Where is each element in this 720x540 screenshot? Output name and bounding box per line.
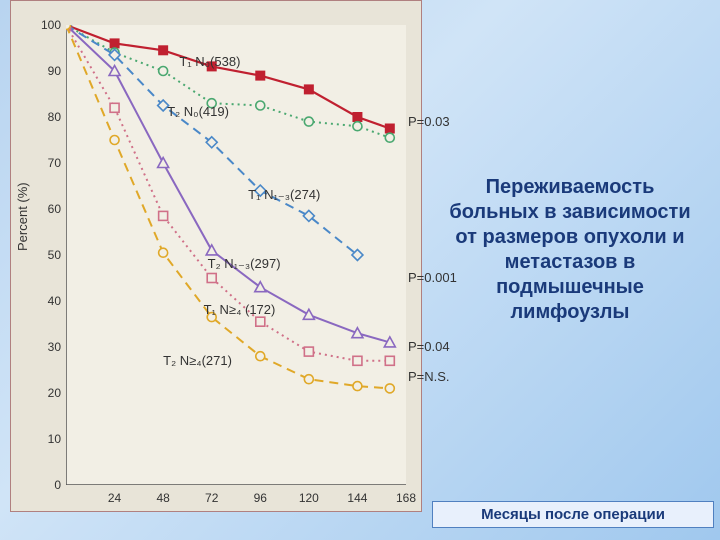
y-tick: 20 [31,386,61,400]
y-tick: 40 [31,294,61,308]
plot-area [66,25,406,485]
series-label-t1n0: T₁ N₀(538) [179,54,240,69]
y-tick: 10 [31,432,61,446]
slide-root: Percent (%) 0 10 20 30 40 50 60 70 80 90 100 24 48 7… [0,0,720,540]
y-axis-label: Percent (%) [15,182,30,251]
y-tick: 50 [31,248,61,262]
x-tick: 72 [205,491,218,505]
chart-panel: Percent (%) 0 10 20 30 40 50 60 70 80 90 100 24 48 7… [10,0,422,512]
y-tick: 90 [31,64,61,78]
y-tick: 0 [31,478,61,492]
p-value-label: P=0.04 [408,339,450,354]
series-label-t1n13: T₁ N₁₋₃(274) [248,187,320,203]
x-tick: 120 [299,491,319,505]
y-tick: 80 [31,110,61,124]
x-tick: 48 [156,491,169,505]
y-tick: 100 [31,18,61,32]
y-tick: 60 [31,202,61,216]
x-axis-caption: Месяцы после операции [481,506,665,523]
series-label-t2n0: T₂ N₀(419) [167,104,229,119]
slide-side-text: Переживаемость больных в зависимости от … [440,175,700,325]
y-tick: 70 [31,156,61,170]
x-tick: 96 [254,491,267,505]
x-axis-caption-box: Месяцы после операции [432,501,714,528]
x-tick: 24 [108,491,121,505]
series-label-t1n4: T₁ N≥₄ (172) [204,302,276,317]
x-tick: 144 [347,491,367,505]
series-label-t2n4: T₂ N≥₄(271) [163,353,232,368]
series-label-t2n13: T₂ N₁₋₃(297) [208,256,281,272]
y-tick: 30 [31,340,61,354]
p-value-label: P=N.S. [408,369,450,384]
survival-chart-svg [66,25,406,485]
x-tick: 168 [396,491,416,505]
p-value-label: P=0.03 [408,114,450,129]
